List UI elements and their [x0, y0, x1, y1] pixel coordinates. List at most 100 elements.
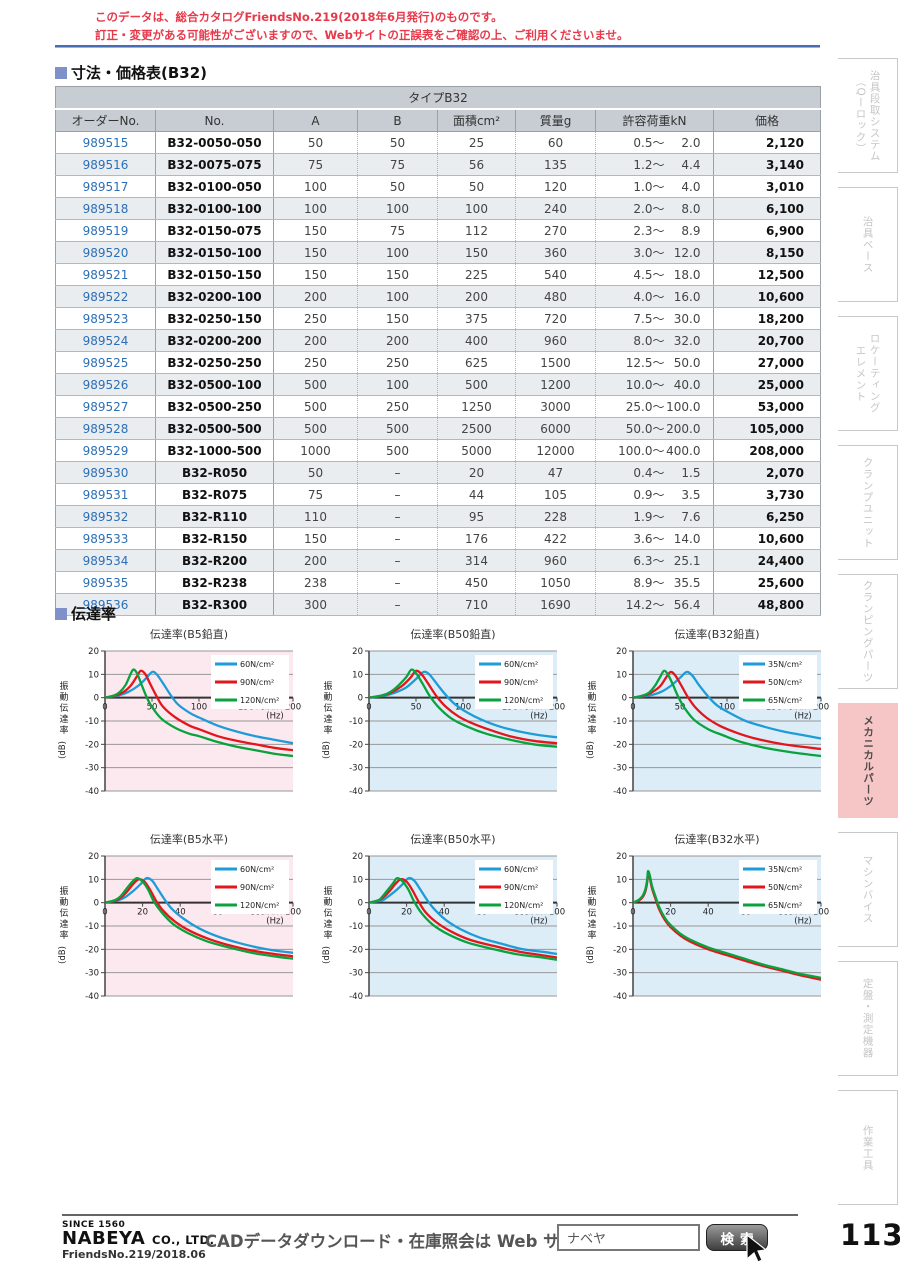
sidebar-tab-label: 治具段取システム （Qーロック）	[854, 69, 881, 162]
svg-text:0: 0	[366, 908, 371, 918]
sidebar-tab-clamping-parts[interactable]: クランピングパーツ	[838, 574, 898, 689]
y-axis-label: 振動伝達率 (dB)	[57, 886, 69, 964]
y-axis-label: 振動伝達率 (dB)	[57, 681, 69, 759]
order-no-link[interactable]: 989534	[55, 549, 156, 572]
svg-text:65N/cm²: 65N/cm²	[768, 696, 802, 705]
sidebar-tab-label: 治具ベース	[861, 215, 874, 274]
svg-text:100: 100	[719, 703, 735, 713]
model-no-cell: B32-0500-250	[155, 395, 274, 418]
svg-text:-20: -20	[613, 740, 627, 750]
header-divider	[55, 45, 820, 48]
svg-text:0: 0	[622, 899, 627, 909]
area-cell: 25	[437, 131, 516, 154]
order-no-link[interactable]: 989522	[55, 285, 156, 308]
table-row: 989523 B32-0250-150 250 150 375 720 7.5〜 30.0 18…	[55, 307, 821, 330]
svg-text:-30: -30	[85, 969, 99, 979]
table-column-header-row: オーダーNo. No. A B 面積cm² 質量g 許容荷重kN 価格	[55, 109, 821, 132]
order-no-link[interactable]: 989520	[55, 241, 156, 264]
sidebar-tab-label: マシンバイス	[861, 855, 874, 924]
chart-plot: 20100-10-20-30-40020406080100周波数(Hz)60N/…	[85, 852, 301, 1002]
dim-b-cell: 500	[357, 417, 438, 440]
svg-text:60N/cm²: 60N/cm²	[504, 660, 538, 669]
sidebar-tab-locating-element[interactable]: ロケーティング エレメント	[838, 316, 898, 431]
price-table-section-title: 寸法・価格表(B32)	[55, 62, 207, 83]
sidebar-tab-surface-plate-measuring[interactable]: 定盤・測定機器	[838, 961, 898, 1076]
svg-text:-40: -40	[85, 787, 99, 797]
table-row: 989524 B32-0200-200 200 200 400 960 8.0〜 32.0 20…	[55, 329, 821, 352]
load-range-cell: 6.3〜 25.1	[595, 549, 714, 572]
table-row: 989528 B32-0500-500 500 500 2500 6000 50.0〜 200…	[55, 417, 821, 440]
order-no-link[interactable]: 989530	[55, 461, 156, 484]
order-no-link[interactable]: 989523	[55, 307, 156, 330]
order-no-link[interactable]: 989535	[55, 571, 156, 594]
area-cell: 5000	[437, 439, 516, 462]
dim-a-cell: 238	[273, 571, 358, 594]
svg-text:-10: -10	[349, 922, 363, 932]
order-no-link[interactable]: 989526	[55, 373, 156, 396]
svg-text:20: 20	[665, 908, 676, 918]
svg-text:20: 20	[352, 647, 363, 657]
sidebar-tab-mechanical-parts[interactable]: メカニカルパーツ	[838, 703, 898, 818]
order-no-link[interactable]: 989519	[55, 219, 156, 242]
load-range-cell: 1.0〜 4.0	[595, 175, 714, 198]
order-no-link[interactable]: 989515	[55, 131, 156, 154]
notice-line-1: このデータは、総合カタログFriendsNo.219(2018年6月発行)のもの…	[95, 10, 503, 24]
transmission-section-title: 伝達率	[55, 603, 116, 624]
area-cell: 100	[437, 197, 516, 220]
order-no-link[interactable]: 989536	[55, 593, 156, 616]
order-no-link[interactable]: 989528	[55, 417, 156, 440]
price-cell: 12,500	[713, 263, 821, 286]
svg-text:0: 0	[358, 694, 363, 704]
area-cell: 450	[437, 571, 516, 594]
order-no-link[interactable]: 989527	[55, 395, 156, 418]
col-header-price: 価格	[712, 109, 821, 132]
dim-a-cell: 100	[273, 175, 358, 198]
order-no-link[interactable]: 989525	[55, 351, 156, 374]
chart-b5-horizontal: 伝達率(B5水平) 振動伝達率 (dB) 20 10 0 -10 -20 -30 -40 0 20 40…	[55, 831, 307, 1024]
svg-text:40: 40	[703, 908, 714, 918]
price-cell: 6,250	[713, 505, 821, 528]
dim-b-cell: 150	[357, 307, 438, 330]
model-no-cell: B32-0100-050	[155, 175, 274, 198]
mass-cell: 135	[515, 153, 596, 176]
table-row: 989531 B32-R075 75–44 105 0.9〜 3.5 3,730	[55, 483, 821, 506]
order-no-link[interactable]: 989517	[55, 175, 156, 198]
load-range-cell: 3.6〜 14.0	[595, 527, 714, 550]
svg-text:0: 0	[94, 899, 99, 909]
model-no-cell: B32-R075	[155, 483, 274, 506]
load-range-cell: 50.0〜 200.0	[595, 417, 714, 440]
order-no-link[interactable]: 989516	[55, 153, 156, 176]
mass-cell: 1050	[515, 571, 596, 594]
svg-text:200: 200	[549, 703, 565, 713]
section-bullet-icon	[55, 66, 67, 79]
price-cell: 53,000	[713, 395, 821, 418]
order-no-link[interactable]: 989521	[55, 263, 156, 286]
order-no-link[interactable]: 989532	[55, 505, 156, 528]
area-cell: 44	[437, 483, 516, 506]
sidebar-tab-hand-tools[interactable]: 作業工具	[838, 1090, 898, 1205]
order-no-link[interactable]: 989524	[55, 329, 156, 352]
svg-text:100: 100	[285, 908, 301, 918]
order-no-link[interactable]: 989529	[55, 439, 156, 462]
svg-text:50: 50	[411, 703, 422, 713]
order-no-link[interactable]: 989518	[55, 197, 156, 220]
table-row: 989527 B32-0500-250 500 250 1250 3000 25.0〜 100…	[55, 395, 821, 418]
order-no-link[interactable]: 989531	[55, 483, 156, 506]
sidebar-tab-q-lock[interactable]: 治具段取システム （Qーロック）	[838, 58, 898, 173]
search-input[interactable]	[557, 1224, 700, 1251]
sidebar-tab-jig-base[interactable]: 治具ベース	[838, 187, 898, 302]
svg-text:-30: -30	[349, 969, 363, 979]
area-cell: 400	[437, 329, 516, 352]
svg-text:60N/cm²: 60N/cm²	[240, 660, 274, 669]
model-no-cell: B32-R238	[155, 571, 274, 594]
table-row: 989532 B32-R110 110–95 228 1.9〜 7.6 6,250	[55, 505, 821, 528]
sidebar-tab-clamp-unit[interactable]: クランプユニット	[838, 445, 898, 560]
sidebar-tab-machine-vise[interactable]: マシンバイス	[838, 832, 898, 947]
table-row: 989521 B32-0150-150 150 150 225 540 4.5〜 18.0 12…	[55, 263, 821, 286]
table-row: 989533 B32-R150 150–176 422 3.6〜 14.0 10,600	[55, 527, 821, 550]
svg-text:(Hz): (Hz)	[266, 712, 284, 722]
order-no-link[interactable]: 989533	[55, 527, 156, 550]
svg-text:-20: -20	[85, 945, 99, 955]
dim-b-cell: 100	[357, 373, 438, 396]
model-no-cell: B32-0500-500	[155, 417, 274, 440]
